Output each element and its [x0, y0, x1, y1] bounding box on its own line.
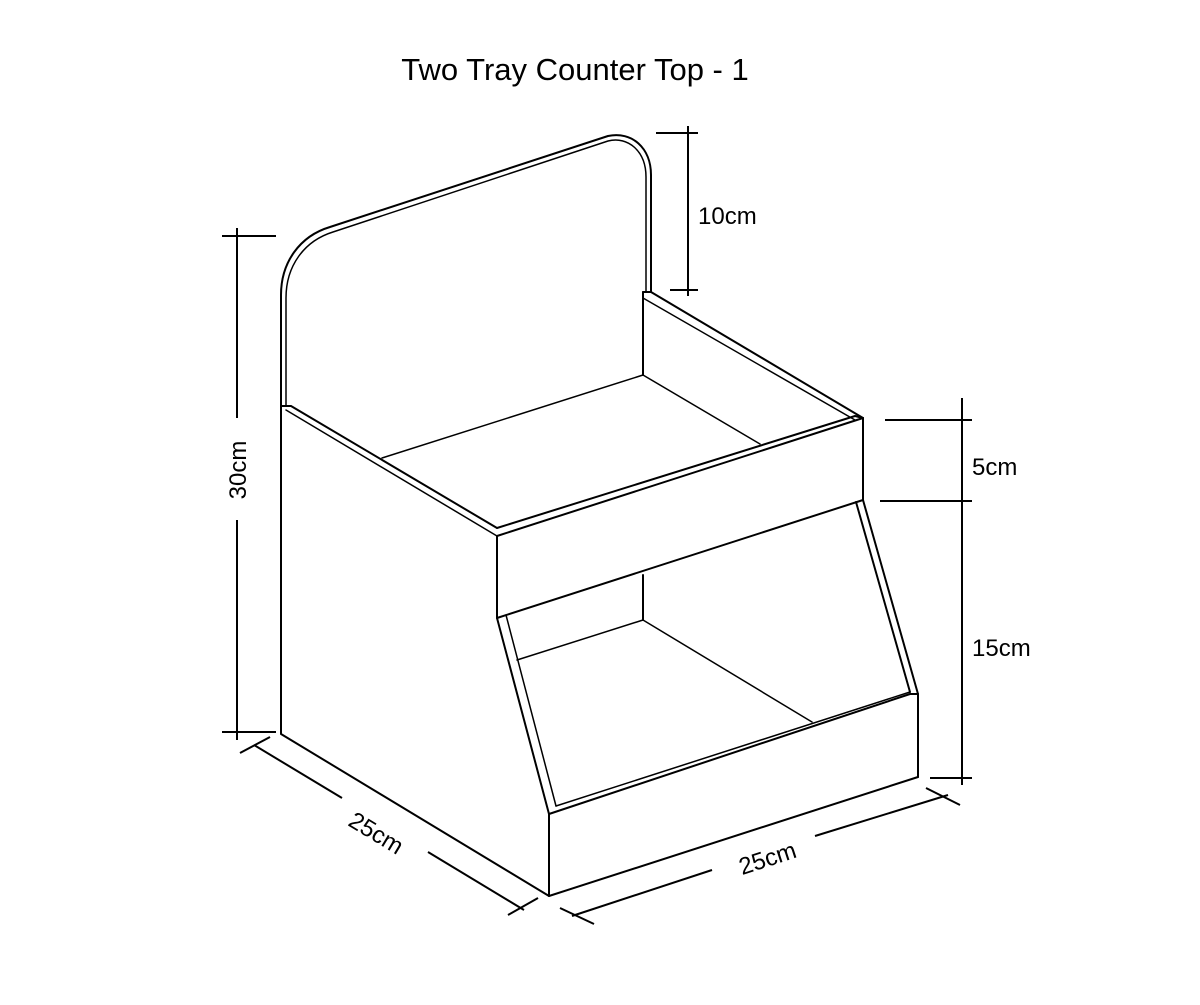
upper-tray [381, 374, 864, 619]
label-25cm-depth: 25cm [344, 807, 408, 860]
dimension-depth-25cm: 25cm [239, 736, 539, 916]
header-board [280, 134, 652, 407]
lower-tray [496, 499, 919, 897]
label-15cm: 15cm [972, 635, 1031, 662]
label-5cm: 5cm [972, 454, 1017, 481]
diagram-title: Two Tray Counter Top - 1 [401, 52, 749, 87]
dimension-width-25cm: 25cm [559, 787, 961, 925]
dimension-header-10cm: 10cm [656, 126, 757, 296]
dimension-right-stack: 5cm 15cm [880, 398, 1031, 785]
label-30cm: 30cm [225, 441, 252, 500]
label-10cm: 10cm [698, 203, 757, 230]
left-side-panel [280, 405, 550, 897]
dimension-height-30cm: 30cm [222, 228, 276, 740]
label-25cm-width: 25cm [736, 837, 800, 881]
right-upper-side-panel [642, 291, 864, 421]
